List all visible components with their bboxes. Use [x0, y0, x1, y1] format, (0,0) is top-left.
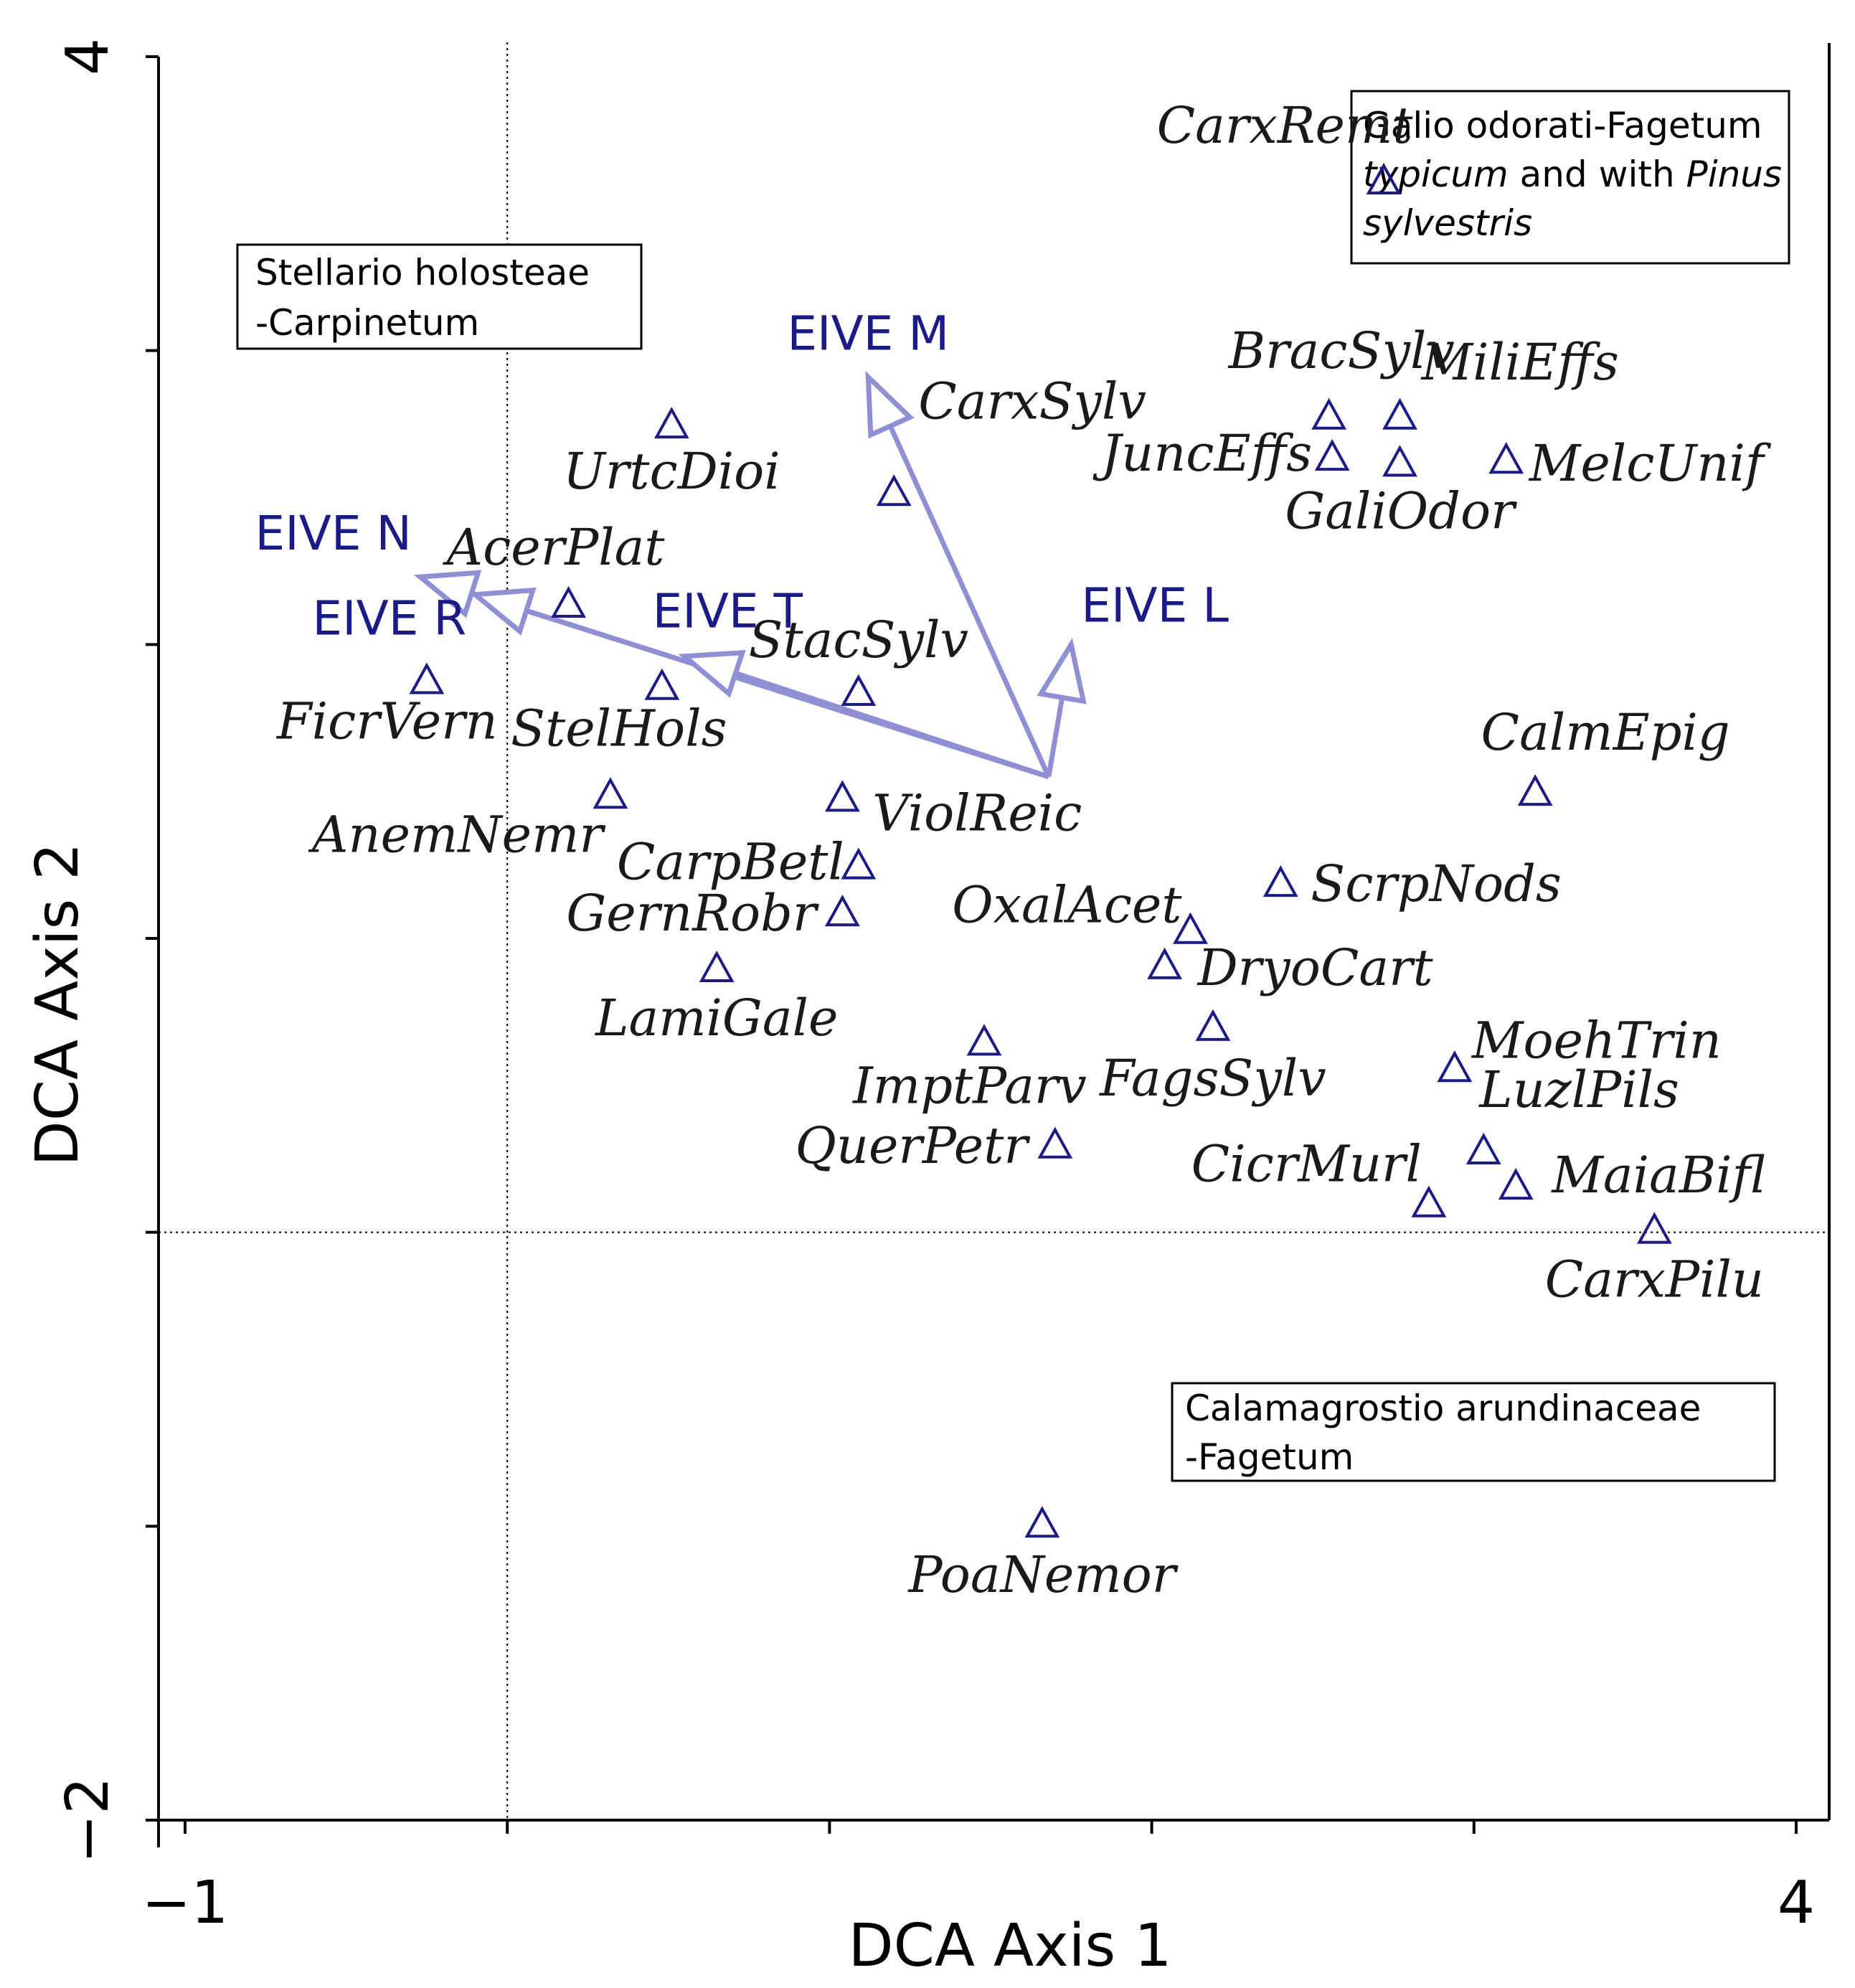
- species-label: DryoCart: [1196, 938, 1434, 997]
- vector-arrow-head: [1037, 638, 1087, 705]
- species-label: MiliEffs: [1420, 333, 1618, 392]
- vector-arrow-head: [678, 649, 746, 698]
- species-point: [1382, 445, 1417, 477]
- y-tick-label: 4: [54, 38, 122, 75]
- x-tick-label: −1: [142, 1869, 229, 1937]
- group-box-text-part: -Carpinetum: [255, 302, 479, 344]
- group-box-text: typicum and with Pinus: [1363, 154, 1782, 195]
- x-tick-label: 4: [1778, 1869, 1815, 1937]
- species-label: GaliOdor: [1285, 481, 1517, 540]
- species-point: [1024, 1506, 1060, 1538]
- species-label: AnemNemr: [308, 805, 605, 864]
- vector-label: EIVE M: [787, 306, 949, 362]
- species-point: [841, 847, 877, 880]
- species-label: FagsSylv: [1098, 1049, 1326, 1108]
- species-point: [1636, 1212, 1672, 1244]
- species-point: [1517, 774, 1553, 806]
- y-axis-title: DCA Axis 2: [24, 843, 92, 1167]
- species-label: CalmEpig: [1481, 703, 1730, 762]
- group-box-text: -Fagetum: [1185, 1436, 1354, 1478]
- vector-arrow-head: [468, 587, 537, 636]
- group-box-text: Stellario holosteae: [255, 252, 590, 293]
- species-label: CicrMurl: [1191, 1135, 1422, 1194]
- y-tick-label: −2: [54, 1777, 122, 1864]
- species-point: [824, 894, 860, 927]
- group-box-text: Galio odorati-Fagetum: [1363, 105, 1762, 146]
- vector-label: EIVE N: [255, 506, 412, 561]
- species-label: MaiaBifl: [1550, 1146, 1765, 1205]
- species-point: [1262, 865, 1298, 898]
- species-point: [1147, 947, 1182, 979]
- species-label: PoaNemor: [907, 1545, 1178, 1604]
- group-box: [1350, 90, 1790, 265]
- species-point: [1173, 912, 1208, 944]
- species-label: QuerPetr: [795, 1116, 1030, 1175]
- group-box-text-part: sylvestris: [1363, 202, 1532, 244]
- species-point: [1382, 397, 1417, 430]
- group-box-text-part: and with: [1509, 154, 1686, 195]
- group-box-text: -Carpinetum: [255, 302, 479, 344]
- group-box-text-part: Pinus: [1686, 154, 1782, 195]
- species-label: StelHols: [511, 699, 727, 758]
- species-label: ViolReic: [872, 783, 1082, 842]
- species-point: [876, 474, 912, 507]
- species-point: [1037, 1126, 1073, 1159]
- species-label: FicrVern: [275, 692, 498, 750]
- species-label: CarxPilu: [1545, 1250, 1764, 1309]
- species-label: CarxRemt: [1157, 96, 1414, 155]
- species-label: BracSylv: [1227, 321, 1455, 380]
- species-point: [824, 780, 860, 812]
- species-point: [644, 668, 680, 700]
- species-label: CarxSylv: [918, 372, 1146, 430]
- species-label: ImptParv: [851, 1056, 1087, 1115]
- vector-arrow-shaft: [887, 425, 1052, 778]
- group-box-text-part: Galio odorati-Fagetum: [1363, 105, 1762, 146]
- species-point: [1311, 397, 1347, 430]
- species-label: LuzlPils: [1478, 1060, 1679, 1119]
- species-point: [1488, 442, 1524, 474]
- species-point: [1314, 439, 1350, 471]
- vector-label: EIVE L: [1081, 578, 1229, 633]
- species-label: MoehTrin: [1471, 1011, 1722, 1070]
- species-label: JuncEffs: [1092, 424, 1312, 483]
- species-point: [1195, 1009, 1231, 1041]
- species-label: UrtcDioi: [563, 442, 780, 501]
- species-point: [699, 950, 735, 982]
- species-label: LamiGale: [594, 989, 838, 1047]
- vector-arrow-head: [865, 370, 915, 439]
- species-label: MelcUnif: [1528, 434, 1772, 493]
- species-point: [1465, 1132, 1501, 1164]
- species-point: [551, 585, 586, 618]
- x-axis-title: DCA Axis 1: [849, 1912, 1172, 1980]
- species-point: [1437, 1050, 1473, 1083]
- group-box-text-part: Stellario holosteae: [255, 252, 590, 293]
- vector-arrow-shaft: [1046, 697, 1065, 778]
- species-label: AcerPlat: [443, 518, 666, 577]
- species-label: OxalAcet: [952, 876, 1182, 935]
- vector-label: EIVE R: [312, 591, 466, 646]
- group-box-text-part: Calamagrostio arundinaceae: [1185, 1388, 1701, 1429]
- species-point: [1498, 1167, 1534, 1200]
- species-point: [409, 662, 445, 694]
- group-box: [1171, 1382, 1776, 1482]
- species-label: ScrpNods: [1311, 854, 1562, 913]
- species-label: StacSylv: [749, 611, 968, 669]
- species-point: [593, 777, 628, 809]
- species-point: [653, 406, 689, 439]
- group-box-text: Calamagrostio arundinaceae: [1185, 1388, 1701, 1429]
- species-point: [841, 674, 877, 706]
- species-point: [966, 1024, 1002, 1056]
- group-box: [236, 243, 643, 350]
- species-label: GernRobr: [566, 884, 819, 943]
- species-label: CarpBetl: [617, 833, 844, 892]
- group-box-text-part: -Fagetum: [1185, 1436, 1354, 1478]
- vector-arrow-shaft: [735, 670, 1049, 780]
- group-box-text: sylvestris: [1363, 202, 1532, 244]
- vector-label: EIVE T: [653, 584, 803, 639]
- species-point: [1411, 1185, 1447, 1217]
- species-point: [1366, 162, 1402, 195]
- group-box-text-part: typicum: [1363, 154, 1509, 195]
